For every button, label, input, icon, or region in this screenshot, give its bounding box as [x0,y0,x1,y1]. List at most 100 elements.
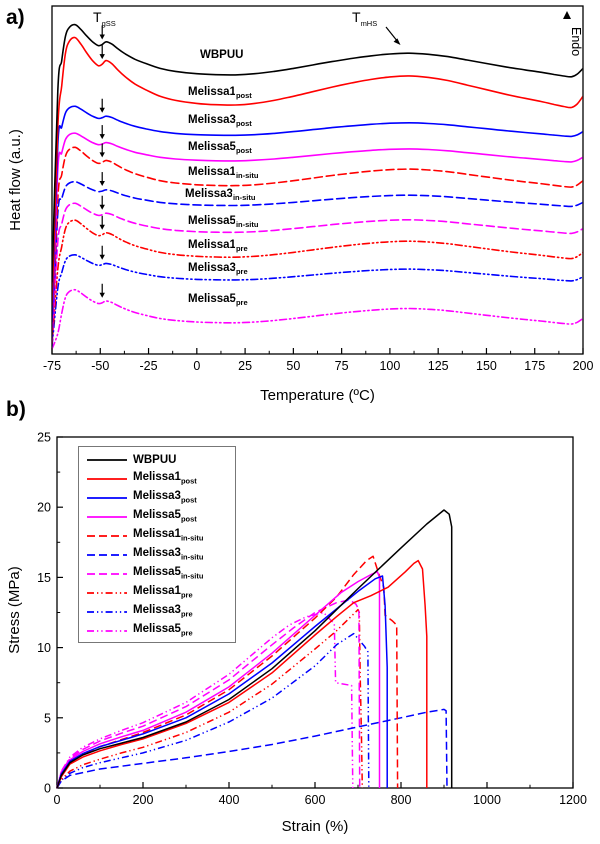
y-tick-label: 5 [44,711,51,725]
tg-annotation: TgSS [93,9,116,28]
dsc-curve-wbpuu [52,23,583,283]
legend-item-melissa1-pre: Melissa1pre [86,583,235,602]
curve-label: Melissa1post [188,86,252,100]
curve-label: Melissa1pre [188,239,248,253]
curve-label-main: Melissa1 [188,166,237,178]
curve-label-main: Melissa5 [188,215,237,227]
legend-line-sample [87,572,127,575]
legend-label: WBPUU [133,453,177,466]
legend-label-subscript: pre [180,590,193,600]
legend: WBPUU Melissa1post Melissa3post Melissa5pos… [78,446,236,643]
legend-line-sample [87,458,127,461]
legend-line-sample [87,477,127,480]
legend-item-melissa5-post: Melissa5post [86,507,235,526]
dsc-curve-melissa5-in-situ [52,202,583,343]
x-tick-label: -75 [43,359,61,373]
legend-label-subscript: post [180,514,197,524]
curve-label-main: Melissa1 [188,86,237,98]
stress-strain-curve-melissa3-post [56,575,388,789]
x-tick-label: 200 [133,793,154,807]
x-tick-label: 50 [286,359,300,373]
panel-a-label: a) [6,6,25,29]
x-tick-label: 800 [391,793,412,807]
curve-label: WBPUU [200,49,243,61]
tg-arrow-head [99,181,105,187]
legend-line-sample [87,610,127,613]
legend-item-melissa3-post: Melissa3post [86,488,235,507]
panel-a-dsc-chart: a) Heat flow (a.u.) -75 -50 -25 0 25 50 75 100 1… [0,0,600,420]
legend-line-sample [87,629,127,632]
tg-arrow-head [99,204,105,210]
legend-line-sample [87,515,127,518]
y-tick-label: 25 [37,431,51,445]
legend-item-melissa3-pre: Melissa3pre [86,602,235,621]
x-tick-label: 175 [524,359,545,373]
curve-label: Melissa1in-situ [188,166,259,180]
x-tick-label: -25 [140,359,158,373]
x-tick-label: 0 [193,359,200,373]
legend-label-subscript: in-situ [180,552,204,562]
dsc-curve-melissa5-post [52,132,583,331]
curve-label: Melissa5pre [188,293,248,307]
legend-label-subscript: in-situ [180,533,204,543]
x-tick-label: 25 [238,359,252,373]
legend-label-subscript: post [180,476,197,486]
dsc-curve-melissa5-pre [52,288,583,350]
curve-label-main: Melissa3 [188,262,236,274]
stress-strain-curve-melissa5-pre [56,611,354,789]
x-tick-label: 75 [335,359,349,373]
curve-label: Melissa3post [188,114,252,128]
legend-label: Melissa1in-situ [133,528,204,543]
stress-strain-curve-melissa5-in-situ [56,599,361,789]
curve-label-sub: in-situ [236,220,259,229]
legend-line-sample [87,534,127,537]
legend-label: Melissa3in-situ [133,547,204,562]
legend-label: Melissa3pre [133,604,193,619]
legend-item-melissa1-post: Melissa1post [86,469,235,488]
curve-label-sub: in-situ [236,171,259,180]
stress-strain-curve-wbpuu [56,509,453,789]
curve-label-sub: in-situ [233,193,256,202]
panel-a-plot: -75 -50 -25 0 25 50 75 100 125 150 175 200 WBPUU Meli… [43,5,593,373]
x-tick-label: 600 [305,793,326,807]
legend-label-subscript: pre [180,628,193,638]
tg-arrow-head [99,224,105,230]
curve-label-main: Melissa3 [188,114,236,126]
panel-b-x-axis-label: Strain (%) [281,818,349,835]
tg-arrow-head [99,107,105,113]
y-tick-label: 20 [37,501,51,515]
panel-b-tensile-chart: b) Stress (MPa) 0 200 400 600 800 1000 1200 0 5 1… [0,398,600,844]
tg-arrow-head [99,134,105,140]
curve-label-sub: pre [236,298,248,307]
curve-label-sub: pre [236,244,248,253]
legend-item-melissa1-in-situ: Melissa1in-situ [86,526,235,545]
x-tick-label: 400 [219,793,240,807]
endo-label: Endo [569,27,583,56]
tm-annotation: TmHS [352,9,377,28]
legend-label: Melissa1pre [133,585,193,600]
tg-arrow-head [99,254,105,260]
panel-b-label: b) [6,398,26,421]
stress-strain-curve-melissa1-pre [56,608,364,789]
legend-item-melissa5-in-situ: Melissa5in-situ [86,564,235,583]
y-tick-label: 10 [37,641,51,655]
x-tick-label: 125 [428,359,449,373]
curve-label-main: Melissa3 [185,188,233,200]
curve-label: Melissa3pre [188,262,248,276]
dsc-curve-melissa1-in-situ [52,146,583,336]
y-tick-label: 15 [37,571,51,585]
x-tick-label: 150 [476,359,497,373]
legend-label-subscript: pre [180,609,193,619]
dsc-curves [52,23,583,350]
legend-item-melissa5-pre: Melissa5pre [86,621,235,640]
tm-main: T [352,9,361,25]
stress-strain-curve-melissa1-post [56,559,428,789]
tg-arrow-head [99,54,105,60]
legend-line-sample [87,496,127,499]
legend-item-wbpuu: WBPUU [86,450,235,469]
tg-arrow-head [99,34,105,40]
curve-label: Melissa3in-situ [185,188,256,202]
x-tick-label: 1200 [559,793,587,807]
tg-arrow-head [99,292,105,298]
